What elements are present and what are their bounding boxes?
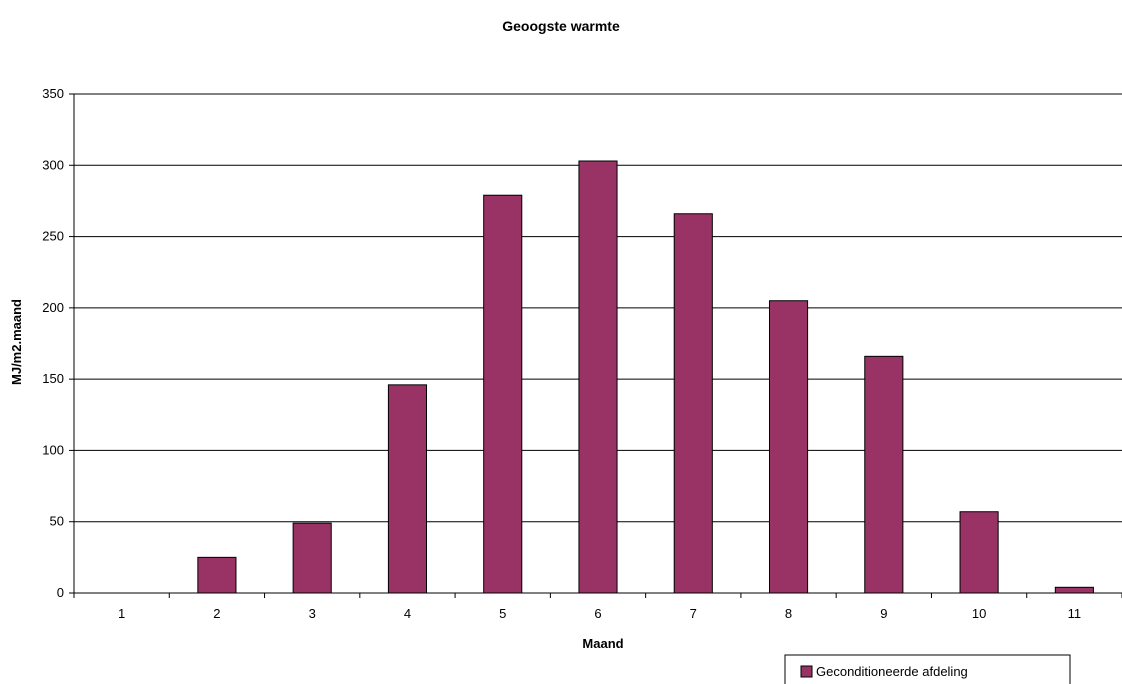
bar-7 <box>673 213 713 594</box>
bar-10 <box>959 511 999 594</box>
y-tick-labels: 0 50 100 150 200 250 300 350 <box>42 86 64 600</box>
y-tick-label: 300 <box>42 157 64 172</box>
bar-3 <box>292 522 332 594</box>
legend-box <box>784 654 1071 684</box>
y-tick-label: 150 <box>42 371 64 386</box>
x-tick-label: 4 <box>404 606 411 621</box>
x-tick-label: 7 <box>690 606 697 621</box>
y-tick-label: 250 <box>42 229 64 244</box>
y-tick-label: 100 <box>42 442 64 457</box>
bar-5 <box>483 194 523 594</box>
bar-8 <box>768 300 809 594</box>
y-tick-label: 0 <box>57 585 64 600</box>
y-tick-label: 200 <box>42 300 64 315</box>
legend-swatch <box>800 665 813 678</box>
bar-6 <box>578 160 618 594</box>
x-tick-label: 11 <box>1068 606 1082 621</box>
x-tick-label: 1 <box>118 606 125 621</box>
x-tick-label: 6 <box>594 606 601 621</box>
x-tick-label: 8 <box>785 606 792 621</box>
x-tick-label: 2 <box>213 606 220 621</box>
chart-title: Geoogste warmte <box>502 18 620 34</box>
x-axis-label: Maand <box>582 636 623 651</box>
legend-label: Geconditioneerde afdeling <box>816 664 968 679</box>
legend: Geconditioneerde afdeling <box>784 654 1071 684</box>
x-tick-label: 10 <box>972 606 986 621</box>
x-tick-label: 5 <box>499 606 506 621</box>
y-axis-label: MJ/m2.maand <box>9 299 24 385</box>
y-tick-label: 350 <box>42 86 64 101</box>
bar-9 <box>864 355 904 594</box>
y-tick-label: 50 <box>50 514 64 529</box>
x-tick-labels: 1 2 3 4 5 6 7 8 9 10 11 <box>118 606 1081 621</box>
bar-2 <box>197 556 237 594</box>
axes <box>69 93 1122 598</box>
bar-4 <box>387 384 428 594</box>
bar-11 <box>1054 586 1094 594</box>
bars <box>197 160 1094 594</box>
x-tick-label: 3 <box>309 606 316 621</box>
x-tick-label: 9 <box>880 606 887 621</box>
